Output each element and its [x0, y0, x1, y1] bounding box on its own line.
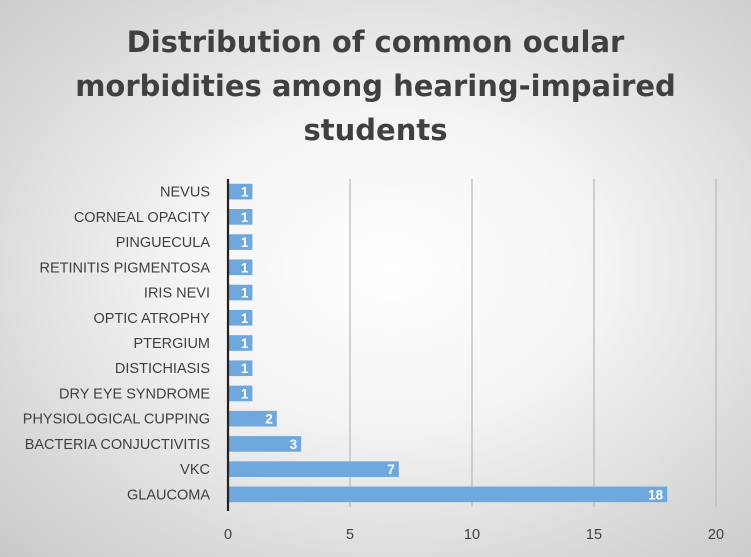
bar — [228, 360, 253, 377]
category-label: PTERGIUM — [133, 336, 210, 352]
category-label: CORNEAL OPACITY — [74, 210, 210, 226]
bar — [228, 309, 253, 326]
bar — [228, 234, 253, 250]
bar — [228, 335, 253, 351]
category-label: VKC — [180, 462, 210, 478]
data-label: 1 — [241, 286, 249, 301]
bar — [228, 385, 253, 402]
chart-title-line-1: Distribution of common ocular — [126, 25, 625, 59]
data-label: 3 — [290, 437, 298, 452]
bar — [228, 259, 253, 276]
category-label: DISTICHIASIS — [115, 361, 210, 377]
data-label: 7 — [387, 462, 395, 477]
chart-title-line-3: students — [303, 113, 448, 147]
chart-title-line-2: morbidities among hearing-impaired — [75, 69, 676, 103]
data-label: 1 — [241, 260, 249, 275]
x-tick-label: 15 — [586, 527, 602, 543]
x-tick-label: 0 — [224, 527, 232, 543]
bars — [228, 183, 668, 503]
data-label: 1 — [241, 386, 249, 401]
category-label: NEVUS — [160, 185, 210, 201]
bar — [228, 461, 399, 477]
category-label: BACTERIA CONJUCTIVITIS — [25, 437, 210, 453]
data-label: 2 — [265, 412, 273, 427]
category-label: RETINITIS PIGMENTOSA — [39, 260, 210, 276]
data-label: 1 — [241, 210, 249, 225]
x-tick-label: 20 — [708, 527, 724, 543]
x-tick-label: 10 — [464, 527, 480, 543]
category-label: OPTIC ATROPHY — [93, 311, 210, 327]
bar — [228, 410, 277, 427]
data-label: 1 — [241, 235, 249, 250]
bar — [228, 486, 668, 503]
bar — [228, 436, 302, 452]
data-label: 1 — [241, 361, 249, 376]
data-label: 18 — [648, 487, 664, 502]
bar — [228, 209, 253, 225]
gridlines — [349, 179, 717, 507]
x-tick-label: 5 — [346, 527, 354, 543]
category-label: IRIS NEVI — [144, 286, 210, 302]
labels: 0 5 10 15 20 NEVUS 1 CORNEAL OPACITY 1 PINGUECULA… — [23, 185, 724, 543]
category-label: PINGUECULA — [116, 235, 211, 251]
category-label: GLAUCOMA — [127, 487, 210, 503]
data-label: 1 — [241, 336, 249, 351]
bar — [228, 284, 253, 301]
chart-title: Distribution of common ocular morbiditie… — [0, 20, 751, 152]
bar — [228, 183, 253, 200]
category-label: DRY EYE SYNDROME — [59, 386, 210, 402]
data-label: 1 — [241, 311, 249, 326]
category-label: PHYSIOLOGICAL CUPPING — [23, 412, 210, 428]
data-label: 1 — [241, 185, 249, 200]
